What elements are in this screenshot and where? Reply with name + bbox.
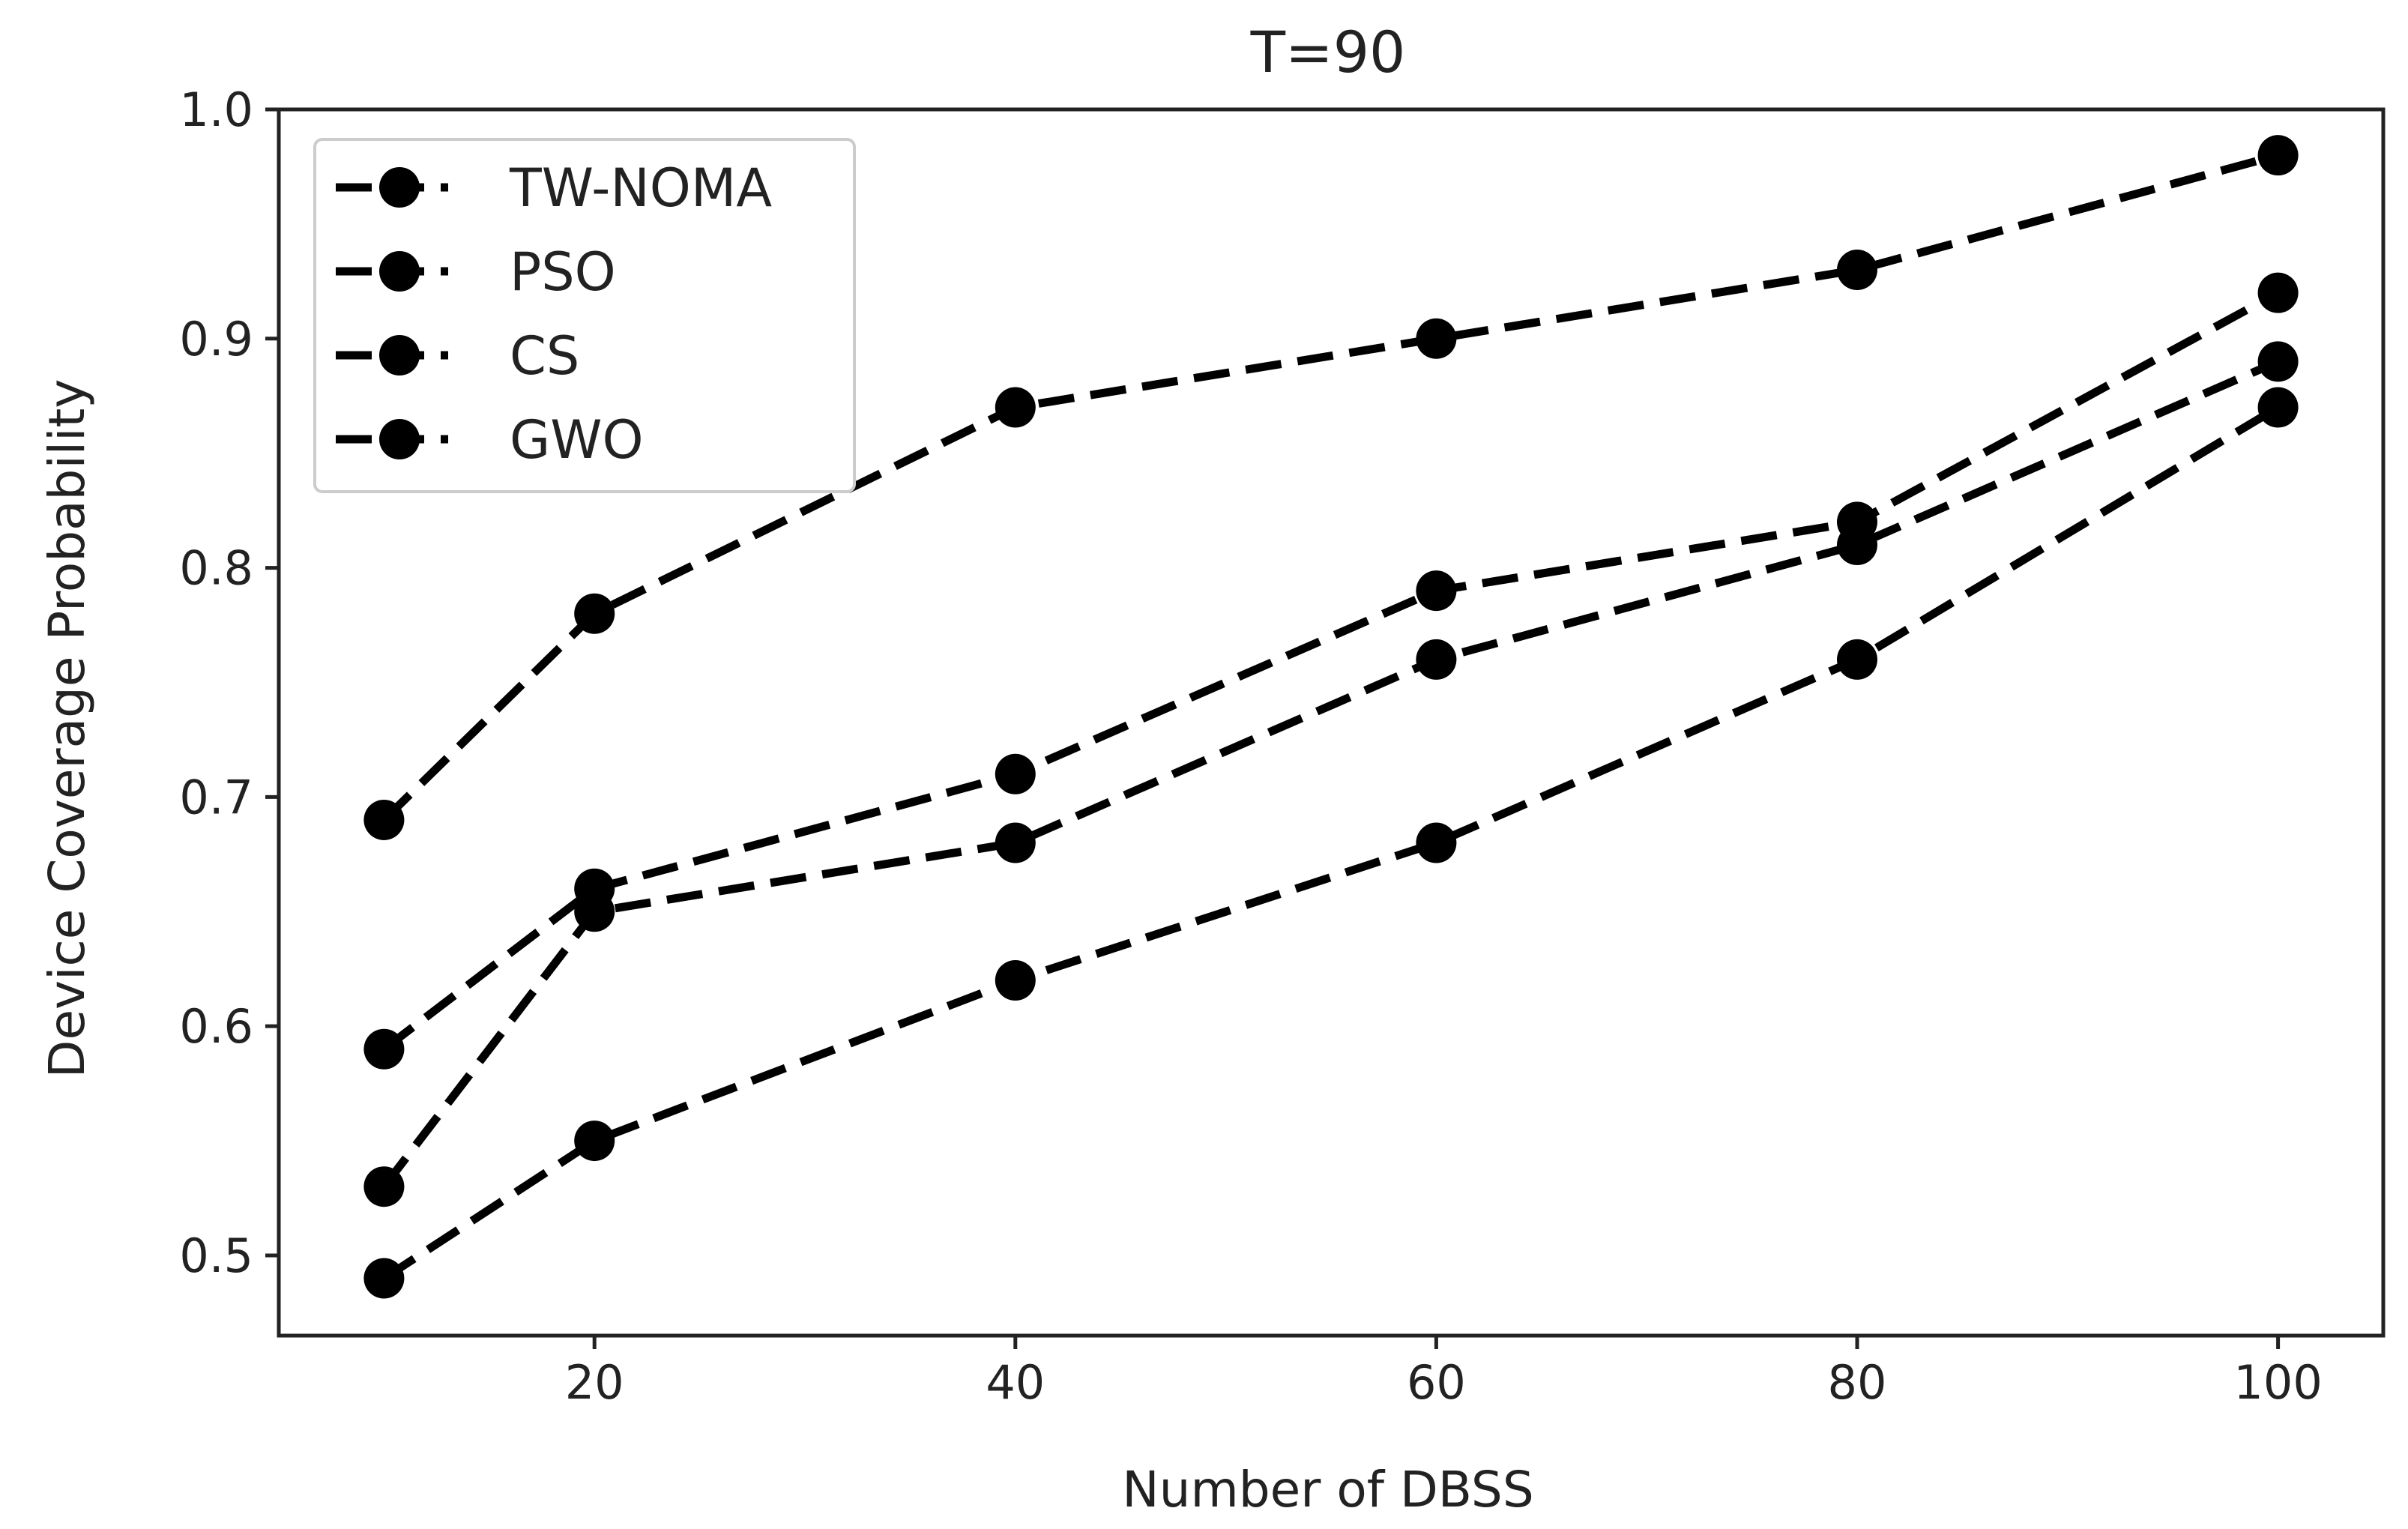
x-tick-label-20: 20 [565, 1355, 624, 1410]
legend-label-pso: PSO [510, 241, 616, 303]
point-tw-noma-10 [363, 799, 405, 840]
y-tick-label-0.8: 0.8 [179, 541, 253, 596]
point-gwo-40 [995, 960, 1036, 1001]
x-tick-label-60: 60 [1407, 1355, 1466, 1410]
legend-marker-cs [379, 335, 420, 376]
point-pso-60 [1416, 570, 1457, 612]
chart-title: T=90 [1250, 19, 1406, 85]
y-tick-label-0.5: 0.5 [179, 1228, 253, 1283]
point-pso-100 [2257, 272, 2299, 313]
point-cs-40 [995, 822, 1036, 863]
legend-marker-tw-noma [379, 167, 420, 208]
point-gwo-100 [2257, 387, 2299, 428]
series-line-cs [381, 358, 2280, 1189]
point-gwo-80 [1837, 639, 1877, 680]
point-cs-10 [363, 1166, 405, 1207]
y-axis-label: Device Coverage Probability [38, 379, 96, 1079]
series-tw-noma [363, 135, 2299, 840]
legend-marker-pso [379, 251, 420, 292]
series-layer [363, 135, 2299, 1299]
point-pso-40 [995, 753, 1036, 794]
point-tw-noma-100 [2257, 135, 2299, 176]
point-tw-noma-60 [1416, 318, 1457, 359]
legend: TW-NOMA PSO CS GWO [313, 138, 856, 493]
axes-layer: 20 40 60 80 100 0.5 0.6 0.7 0.8 0.9 1.0 [179, 82, 2386, 1410]
y-tick-label-0.9: 0.9 [179, 312, 253, 367]
point-gwo-20 [574, 1121, 615, 1162]
x-tick-label-100: 100 [2233, 1355, 2322, 1410]
point-cs-80 [1837, 525, 1877, 566]
y-tick-label-1: 1.0 [179, 82, 253, 137]
legend-marker-gwo [379, 419, 420, 459]
point-gwo-10 [363, 1258, 405, 1299]
y-tick-label-0.6: 0.6 [179, 999, 253, 1054]
legend-label-cs: CS [510, 325, 579, 387]
series-cs [363, 341, 2299, 1207]
point-cs-100 [2257, 341, 2299, 382]
point-gwo-60 [1416, 822, 1457, 863]
x-tick-label-40: 40 [986, 1355, 1045, 1410]
series-gwo [363, 387, 2299, 1299]
legend-label-gwo: GWO [510, 409, 644, 471]
plot-area-frame [277, 107, 2386, 1338]
series-line-tw-noma [381, 151, 2280, 823]
y-tick-label-0.7: 0.7 [179, 770, 253, 824]
x-axis-label: Number of DBSS [1122, 1461, 1533, 1519]
point-tw-noma-80 [1837, 250, 1877, 291]
legend-box [313, 138, 856, 493]
legend-label-tw-noma: TW-NOMA [509, 157, 772, 219]
point-pso-10 [363, 1028, 405, 1070]
point-tw-noma-20 [574, 593, 615, 634]
point-cs-20 [574, 891, 615, 932]
series-line-gwo [381, 403, 2281, 1282]
x-tick-label-80: 80 [1828, 1355, 1887, 1410]
series-line-pso [381, 289, 2281, 1053]
point-tw-noma-40 [995, 387, 1036, 428]
point-cs-60 [1416, 639, 1457, 680]
